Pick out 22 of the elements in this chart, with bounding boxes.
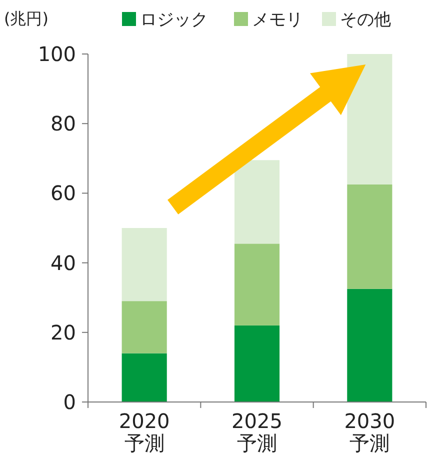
y-tick-label: 40 — [50, 250, 76, 275]
bar — [347, 184, 392, 289]
legend-label: その他 — [340, 10, 391, 30]
bar — [234, 244, 280, 326]
y-tick-label: 0 — [63, 390, 76, 414]
x-tick-label: 2030 予測 — [344, 409, 396, 455]
legend-label: ロジック — [140, 10, 208, 30]
y-tick-label: 60 — [50, 181, 76, 206]
y-tick-label: 20 — [50, 320, 76, 344]
legend-label: メモリ — [252, 10, 303, 30]
x-tick-label: 2020 予測 — [118, 409, 170, 455]
bar — [234, 325, 280, 402]
bar — [122, 301, 167, 354]
bar — [347, 54, 392, 184]
y-tick-label: 100 — [38, 42, 76, 66]
bar — [122, 353, 167, 402]
y-tick-label: 80 — [50, 112, 76, 136]
bar — [122, 228, 167, 302]
bar — [347, 288, 392, 402]
x-tick-label: 2025 予測 — [232, 409, 282, 455]
bar — [234, 160, 280, 244]
y-axis-title: (兆円) — [4, 9, 48, 28]
